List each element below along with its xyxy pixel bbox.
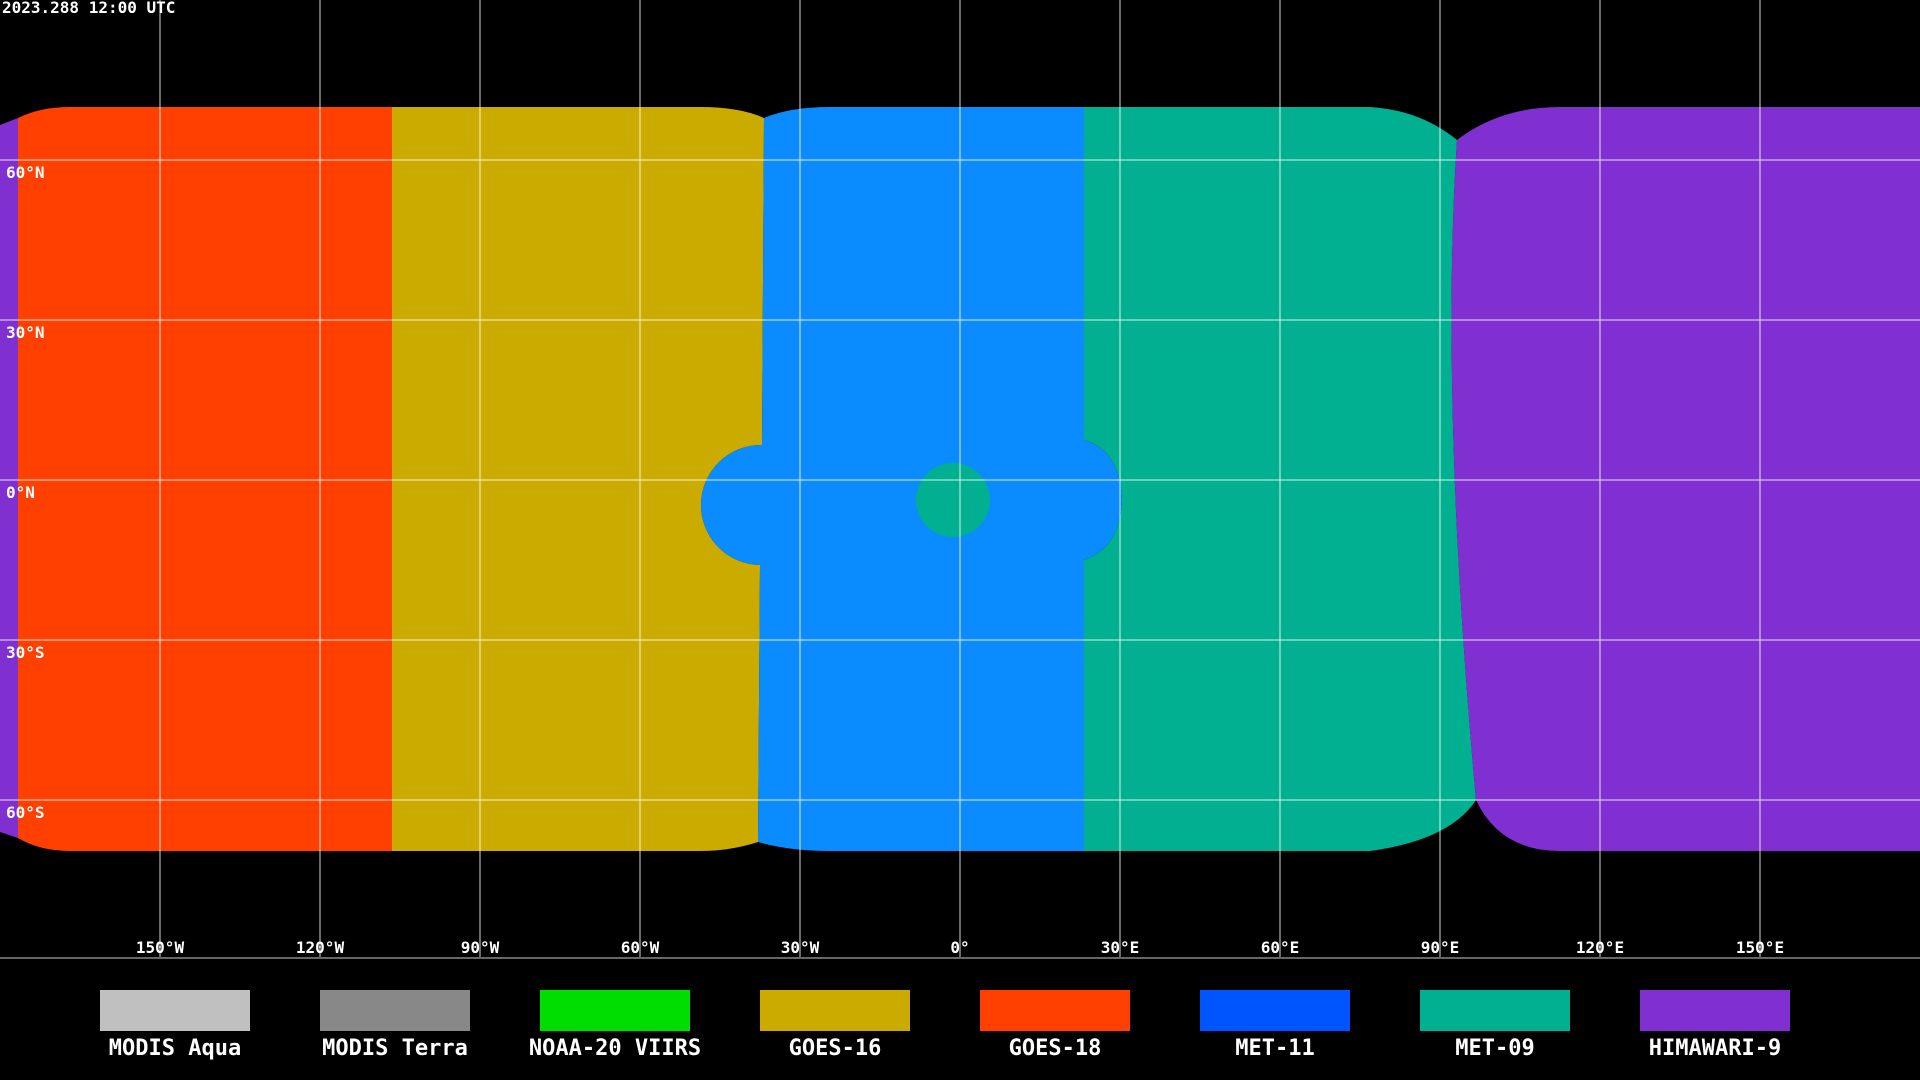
legend-label: NOAA-20 VIIRS [529, 1036, 701, 1061]
longitude-label: 90°E [1421, 938, 1460, 957]
longitude-label: 60°E [1261, 938, 1300, 957]
legend-label: MODIS Aqua [109, 1036, 241, 1061]
legend-swatch [1200, 990, 1350, 1031]
longitude-label: 60°W [621, 938, 660, 957]
legend-swatch [320, 990, 470, 1031]
legend-swatch [100, 990, 250, 1031]
longitude-label: 150°W [136, 938, 185, 957]
legend-label: MODIS Terra [322, 1036, 468, 1061]
legend-swatch [1640, 990, 1790, 1031]
longitude-label: 30°E [1101, 938, 1140, 957]
graticule: 60°N 30°N 0°N 30°S 60°S 150°W 120°W 90°W 60°W 30°… [0, 0, 1920, 958]
timestamp: 2023.288 12:00 UTC [2, 0, 175, 17]
longitude-label: 150°E [1736, 938, 1784, 957]
legend: MODIS Aqua MODIS Terra NOAA-20 VIIRS GOES-1… [100, 990, 1790, 1061]
longitude-label: 120°W [296, 938, 345, 957]
longitude-label: 120°E [1576, 938, 1624, 957]
himawari-9-region [1451, 107, 1920, 851]
latitude-label: 30°N [6, 323, 45, 342]
longitude-label: 0° [950, 938, 969, 957]
legend-label: GOES-16 [789, 1036, 882, 1061]
coverage-regions [0, 107, 1920, 851]
himawari-west-strip [0, 118, 18, 838]
legend-label: HIMAWARI-9 [1649, 1036, 1781, 1061]
legend-swatch [1420, 990, 1570, 1031]
latitude-label: 30°S [6, 643, 45, 662]
legend-swatch [980, 990, 1130, 1031]
longitude-label: 90°W [461, 938, 500, 957]
legend-swatch [760, 990, 910, 1031]
goes-18-region [18, 107, 392, 851]
legend-label: MET-11 [1235, 1036, 1314, 1061]
latitude-label: 60°S [6, 803, 45, 822]
legend-label: MET-09 [1455, 1036, 1534, 1061]
legend-swatch [540, 990, 690, 1031]
longitude-label: 30°W [781, 938, 820, 957]
latitude-label: 0°N [6, 483, 35, 502]
met-09-patch [916, 463, 990, 537]
goes-16-region [392, 107, 764, 851]
latitude-label: 60°N [6, 163, 45, 182]
met-11-region [700, 107, 1122, 851]
legend-label: GOES-18 [1009, 1036, 1102, 1061]
